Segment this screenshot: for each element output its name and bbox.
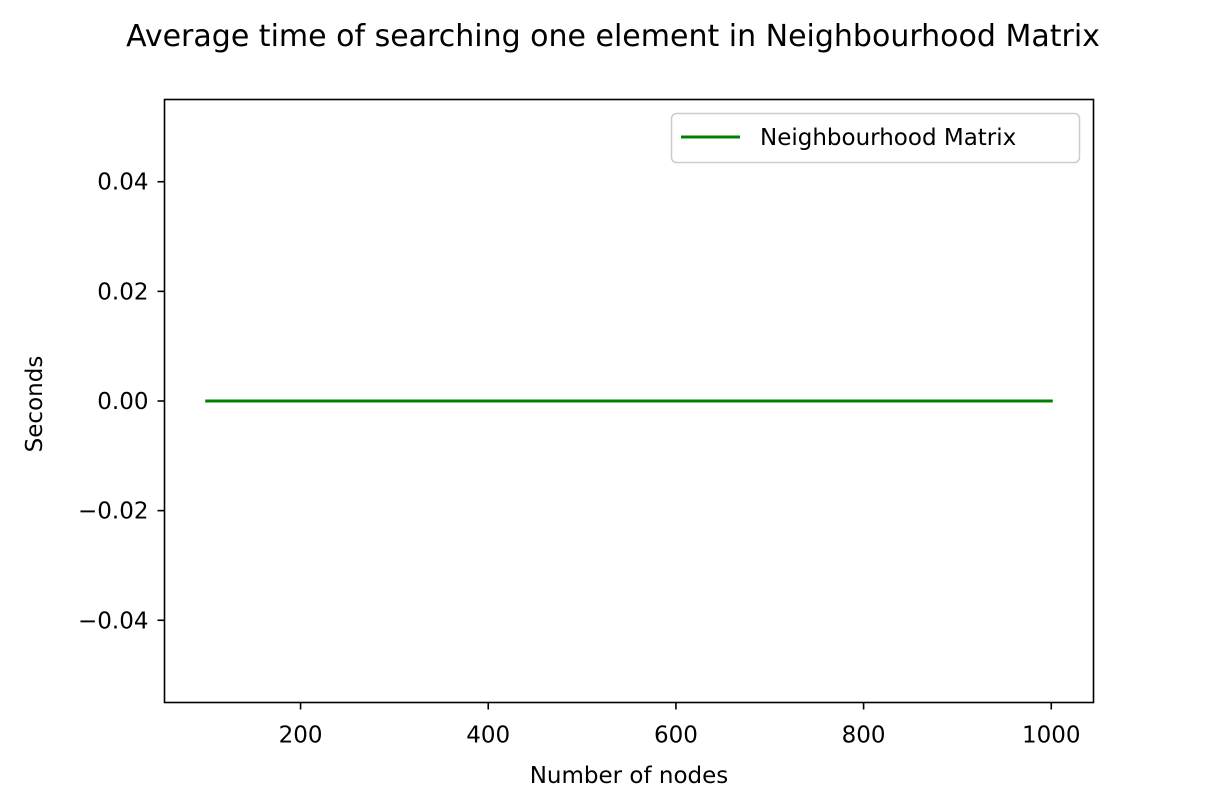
legend-box xyxy=(670,112,1081,164)
y-tick-label: 0.02 xyxy=(97,279,148,305)
y-tick-label: −0.04 xyxy=(78,608,148,634)
x-tick-label: 400 xyxy=(466,723,510,749)
legend-label-neighbourhood-matrix: Neighbourhood Matrix xyxy=(760,125,1016,151)
x-tick-label: 600 xyxy=(654,723,698,749)
y-tick-label: −0.02 xyxy=(78,499,148,525)
x-tick-label: 1000 xyxy=(1022,723,1081,749)
legend: Neighbourhood Matrix xyxy=(670,112,1081,164)
x-tick-label: 200 xyxy=(279,723,323,749)
y-tick-label: 0.04 xyxy=(97,170,148,196)
chart-title: Average time of searching one element in… xyxy=(126,19,1100,54)
y-axis-ticks: 0.04 0.02 0.00 −0.02 −0.04 xyxy=(78,170,165,634)
x-tick-label: 800 xyxy=(842,723,886,749)
x-axis-ticks: 200 400 600 800 1000 xyxy=(279,702,1081,749)
x-axis-label: Number of nodes xyxy=(530,763,729,789)
y-axis-label: Seconds xyxy=(22,356,48,453)
y-tick-label: 0.00 xyxy=(97,389,148,415)
